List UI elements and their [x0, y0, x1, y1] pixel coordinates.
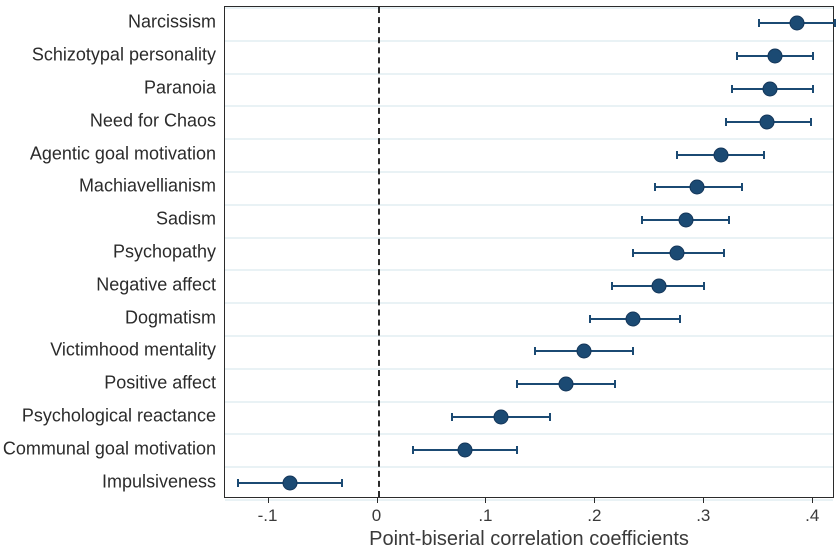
data-point — [678, 213, 693, 228]
gridline-horizontal — [225, 499, 833, 501]
error-bar-cap — [549, 413, 551, 421]
gridline-horizontal — [225, 7, 833, 9]
data-point — [283, 475, 298, 490]
data-point — [670, 246, 685, 261]
x-tick-label: .4 — [805, 506, 819, 526]
gridline-horizontal — [225, 105, 833, 107]
x-tick-mark — [594, 498, 595, 503]
y-tick-label: Dogmatism — [125, 307, 216, 328]
y-tick-label: Need for Chaos — [90, 110, 216, 131]
error-bar-cap — [703, 282, 705, 290]
x-tick-mark — [377, 498, 378, 503]
error-bar-cap — [632, 249, 634, 257]
gridline-horizontal — [225, 269, 833, 271]
error-bar-cap — [516, 446, 518, 454]
y-tick-label: Impulsiveness — [102, 471, 216, 492]
data-point — [493, 410, 508, 425]
error-bar-cap — [728, 216, 730, 224]
x-tick-label: -.1 — [258, 506, 278, 526]
data-point — [760, 114, 775, 129]
gridline-horizontal — [225, 40, 833, 42]
y-tick-label: Psychopathy — [113, 242, 216, 263]
error-bar-cap — [237, 479, 239, 487]
error-bar-cap — [589, 315, 591, 323]
data-point — [768, 49, 783, 64]
data-point — [626, 311, 641, 326]
x-axis-label: Point-biserial correlation coefficients — [369, 528, 689, 551]
data-point — [457, 442, 472, 457]
x-tick-mark — [812, 498, 813, 503]
error-bar-cap — [725, 118, 727, 126]
error-bar-cap — [611, 282, 613, 290]
error-bar-cap — [834, 19, 836, 27]
y-tick-label: Sadism — [156, 209, 216, 230]
gridline-horizontal — [225, 138, 833, 140]
error-bar-cap — [736, 52, 738, 60]
gridline-horizontal — [225, 302, 833, 304]
error-bar-cap — [723, 249, 725, 257]
error-bar-cap — [758, 19, 760, 27]
y-tick-label: Paranoia — [144, 78, 216, 99]
x-tick-label: .1 — [478, 506, 492, 526]
x-tick-label: 0 — [372, 506, 381, 526]
gridline-horizontal — [225, 237, 833, 239]
gridline-horizontal — [225, 335, 833, 337]
error-bar-cap — [679, 315, 681, 323]
error-bar-cap — [451, 413, 453, 421]
gridline-horizontal — [225, 204, 833, 206]
error-bar-cap — [812, 52, 814, 60]
error-bar-cap — [763, 151, 765, 159]
data-point — [789, 16, 804, 31]
error-bar-cap — [516, 380, 518, 388]
error-bar-cap — [731, 85, 733, 93]
error-bar-cap — [741, 183, 743, 191]
y-tick-label: Psychological reactance — [22, 406, 216, 427]
error-bar-cap — [534, 347, 536, 355]
y-tick-label: Victimhood mentality — [50, 340, 216, 361]
data-point — [558, 377, 573, 392]
error-bar-cap — [812, 85, 814, 93]
y-tick-label: Agentic goal motivation — [30, 143, 216, 164]
gridline-horizontal — [225, 368, 833, 370]
gridline-horizontal — [225, 466, 833, 468]
data-point — [651, 278, 666, 293]
gridline-horizontal — [225, 171, 833, 173]
y-tick-label: Positive affect — [104, 373, 216, 394]
gridline-horizontal — [225, 433, 833, 435]
error-bar-cap — [614, 380, 616, 388]
data-point — [689, 180, 704, 195]
x-tick-mark — [485, 498, 486, 503]
error-bar-cap — [632, 347, 634, 355]
data-point — [577, 344, 592, 359]
x-tick-mark — [268, 498, 269, 503]
error-bar-cap — [341, 479, 343, 487]
x-tick-label: .2 — [587, 506, 601, 526]
x-tick-label: .3 — [696, 506, 710, 526]
data-point — [762, 82, 777, 97]
error-bar-cap — [654, 183, 656, 191]
y-tick-label: Schizotypal personality — [32, 45, 216, 66]
correlation-dot-chart: Narcissism Schizotypal personality Paranoi… — [0, 0, 840, 560]
x-tick-mark — [703, 498, 704, 503]
zero-reference-line — [378, 7, 380, 497]
gridline-horizontal — [225, 73, 833, 75]
error-bar-cap — [676, 151, 678, 159]
plot-area — [224, 6, 834, 498]
gridline-horizontal — [225, 401, 833, 403]
y-tick-label: Narcissism — [128, 12, 216, 33]
error-bar-cap — [641, 216, 643, 224]
data-point — [713, 147, 728, 162]
y-tick-label: Negative affect — [96, 274, 216, 295]
error-bar-cap — [412, 446, 414, 454]
y-tick-label: Communal goal motivation — [3, 438, 216, 459]
y-tick-label: Machiavellianism — [79, 176, 216, 197]
error-bar-cap — [810, 118, 812, 126]
